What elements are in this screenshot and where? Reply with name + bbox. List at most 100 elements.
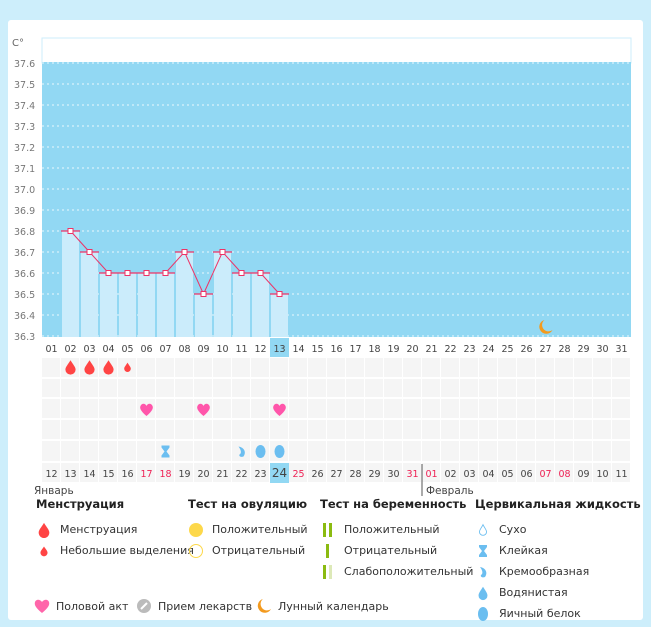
grid-cell <box>80 441 98 461</box>
date-label: 01 <box>425 469 437 480</box>
temperature-bar <box>176 252 193 337</box>
grid-cell <box>118 463 136 482</box>
menstruation-icon <box>65 360 76 375</box>
grid-cell <box>42 441 60 461</box>
grid-cell <box>612 420 630 439</box>
cycle-day-label: 11 <box>235 344 247 355</box>
temperature-bar <box>62 231 79 337</box>
heart-icon <box>273 403 286 416</box>
date-label: 12 <box>45 469 57 480</box>
grid-cell <box>194 358 212 377</box>
highlight-cell <box>270 338 289 357</box>
date-label: 06 <box>520 469 532 480</box>
grid-cell <box>289 441 307 461</box>
grid-cell <box>175 399 193 418</box>
grid-cell <box>441 358 459 377</box>
grid-cell <box>308 441 326 461</box>
grid-cell <box>517 441 535 461</box>
grid-cell <box>213 399 231 418</box>
grid-cell <box>555 420 573 439</box>
grid-cell <box>232 379 250 397</box>
grid-cell <box>555 441 573 461</box>
cycle-day-label: 27 <box>539 344 551 355</box>
date-label: 11 <box>615 469 627 480</box>
grid-cell <box>574 463 592 482</box>
date-label: 03 <box>463 469 475 480</box>
grid-cell <box>346 463 364 482</box>
cycle-day-label: 07 <box>159 344 171 355</box>
grid-cell <box>460 379 478 397</box>
grid-cell <box>156 463 174 482</box>
date-label: 08 <box>558 469 570 480</box>
grid-cell <box>175 420 193 439</box>
grid-cell <box>80 379 98 397</box>
temperature-bar <box>157 273 174 337</box>
y-tick-label: 36.7 <box>14 248 35 259</box>
temperature-point <box>162 270 169 276</box>
legend-title: Менструация <box>36 497 125 511</box>
date-label: 14 <box>83 469 95 480</box>
cycle-day-label: 28 <box>558 344 570 355</box>
grid-cell <box>574 399 592 418</box>
grid-cell <box>384 441 402 461</box>
cycle-day-label: 25 <box>501 344 513 355</box>
cycle-day-label: 31 <box>615 344 627 355</box>
grid-cell <box>612 463 630 482</box>
date-label: 09 <box>577 469 589 480</box>
cycle-day-label: 26 <box>520 344 532 355</box>
legend-label: Половой акт <box>56 599 129 613</box>
grid-cell <box>80 420 98 439</box>
grid-cell <box>479 379 497 397</box>
creamy-icon <box>238 446 245 457</box>
legend-label: Водянистая <box>499 586 568 599</box>
grid-cell <box>137 441 155 461</box>
cycle-day-label: 14 <box>292 344 304 355</box>
grid-cell <box>536 441 554 461</box>
temperature-bar <box>233 273 250 337</box>
grid-cell <box>612 358 630 377</box>
grid-cell <box>61 463 79 482</box>
grid-cell <box>137 420 155 439</box>
grid-cell <box>479 358 497 377</box>
y-tick-label: 36.4 <box>14 311 35 322</box>
heart-icon <box>34 599 50 613</box>
temperature-bar <box>138 273 155 337</box>
y-tick-label: 37.6 <box>14 59 35 70</box>
grid-cell <box>422 399 440 418</box>
grid-cell <box>194 420 212 439</box>
light-bleeding-icon <box>124 362 131 372</box>
grid-cell <box>555 399 573 418</box>
grid-cell <box>308 420 326 439</box>
grid-cell <box>593 441 611 461</box>
cycle-day-label: 20 <box>406 344 418 355</box>
date-label: 16 <box>121 469 133 480</box>
grid-cell <box>365 358 383 377</box>
grid-cell <box>574 441 592 461</box>
grid-cell <box>460 358 478 377</box>
grid-cell <box>42 420 60 439</box>
grid-cell <box>555 463 573 482</box>
grid-cell <box>327 463 345 482</box>
grid-cell <box>460 399 478 418</box>
grid-cell <box>175 379 193 397</box>
cycle-day-label: 03 <box>83 344 95 355</box>
grid-cell <box>593 420 611 439</box>
grid-cell <box>99 379 117 397</box>
legend-cervical: Цервикальная жидкость Сухо Клейкая Кремо… <box>475 497 641 624</box>
date-label: 02 <box>444 469 456 480</box>
legend-label: Сухо <box>499 523 527 536</box>
date-label: 26 <box>311 469 323 480</box>
grid-cell <box>574 420 592 439</box>
grid-cell <box>479 463 497 482</box>
circle-filled-icon <box>189 522 203 537</box>
grid-cell <box>327 399 345 418</box>
legend-label: Клейкая <box>499 544 548 557</box>
grid-cell <box>517 420 535 439</box>
grid-cell <box>479 441 497 461</box>
grid-cell <box>308 463 326 482</box>
legend-label: Яичный белок <box>499 607 581 620</box>
cycle-day-label: 30 <box>596 344 608 355</box>
grid-cell <box>61 441 79 461</box>
grid-cell <box>175 441 193 461</box>
grid-cell <box>137 379 155 397</box>
